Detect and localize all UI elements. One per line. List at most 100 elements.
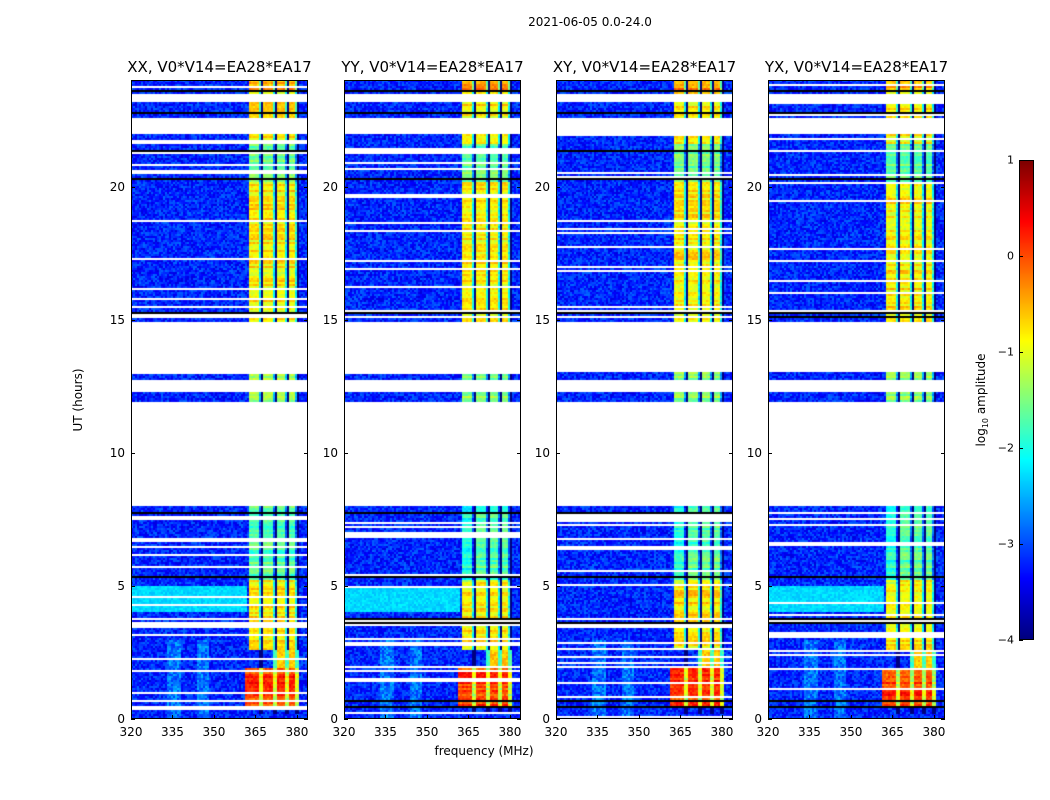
y-tick-mark [304,186,308,188]
y-tick-label: 10 [746,445,762,460]
spectrogram-panel: YY, V0*V14=EA28*EA17 0 5 10 15 20 320 335 350 365… [323,58,524,739]
x-tick-label: 380 [710,725,734,739]
colorbar-label: log10 amplitude [973,353,991,447]
y-tick-mark [344,319,348,321]
y-tick-label: 5 [330,578,338,593]
y-tick-mark [131,719,135,720]
y-tick-mark [517,719,521,720]
x-tick-mark [213,715,215,719]
y-tick-mark [344,186,348,188]
x-tick-mark [556,715,557,719]
y-tick-label: 15 [746,312,762,327]
x-tick-label: 365 [244,725,267,739]
y-tick-label: 15 [322,312,338,327]
heatmap-image [556,80,733,719]
panel-title: YX, V0*V14=EA28*EA17 [764,58,949,76]
y-tick-mark [344,585,348,587]
y-tick-label: 10 [109,445,125,460]
panel-title: XY, V0*V14=EA28*EA17 [552,58,737,76]
x-tick-mark [426,715,428,719]
y-tick-label: 0 [542,712,550,726]
x-tick-label: 335 [586,725,609,739]
y-tick-mark [131,186,135,188]
x-tick-mark [344,715,345,719]
y-tick-mark [729,319,733,321]
y-tick-mark [768,319,772,321]
x-tick-label: 320 [756,725,780,739]
spectrogram-panel: YX, V0*V14=EA28*EA17 0 5 10 15 20 320 335 350 365… [747,58,948,739]
x-tick-label: 335 [798,725,821,739]
colorbar [1019,160,1034,640]
x-tick-label: 380 [285,725,309,739]
y-tick-mark [131,452,135,454]
x-tick-label: 365 [669,725,692,739]
x-tick-label: 350 [202,725,226,739]
x-tick-mark [131,715,132,719]
y-tick-mark [556,186,560,188]
x-tick-label: 350 [839,725,863,739]
x-tick-label: 320 [119,725,143,739]
y-tick-label: 0 [754,712,762,726]
x-tick-label: 335 [161,725,184,739]
x-tick-mark [509,715,511,719]
colorbar-tick-label: 1 [1007,153,1014,167]
y-tick-mark [941,452,945,454]
y-tick-label: 20 [534,179,550,194]
x-tick-label: 320 [332,725,356,739]
x-tick-mark [468,715,470,719]
y-tick-mark [768,585,772,587]
colorbar-tick-mark [1019,448,1023,449]
y-tick-mark [556,719,560,720]
colorbar-tick-label: −1 [997,345,1014,359]
x-tick-mark [850,715,852,719]
x-tick-mark [296,715,298,719]
colorbar-tick-mark [1019,160,1023,161]
y-tick-label: 5 [754,578,762,593]
y-tick-label: 20 [746,179,762,194]
x-tick-mark [892,715,894,719]
x-axis-label: frequency (MHz) [434,744,534,758]
y-tick-label: 20 [322,179,338,194]
y-tick-mark [729,452,733,454]
y-tick-mark [304,719,308,720]
x-tick-label: 380 [922,725,946,739]
y-tick-mark [304,585,308,587]
y-tick-mark [131,585,135,587]
x-tick-label: 320 [544,725,568,739]
y-tick-label: 10 [322,445,338,460]
colorbar-tick-label: −3 [997,537,1014,551]
panel-title: XX, V0*V14=EA28*EA17 [127,58,312,76]
colorbar-tick-label: −4 [997,633,1014,647]
x-tick-label: 335 [374,725,397,739]
x-tick-mark [172,715,174,719]
y-tick-label: 10 [534,445,550,460]
y-tick-mark [941,719,945,720]
x-tick-label: 350 [415,725,439,739]
x-tick-mark [385,715,387,719]
y-tick-mark [768,719,772,720]
x-tick-label: 380 [498,725,522,739]
y-tick-mark [768,452,772,454]
y-tick-label: 5 [542,578,550,593]
colorbar-tick-mark [1019,256,1023,257]
colorbar-tick-mark [1019,544,1023,545]
y-tick-mark [517,186,521,188]
y-tick-mark [729,186,733,188]
y-tick-mark [941,585,945,587]
colorbar-tick-label: 0 [1007,249,1014,263]
y-tick-label: 0 [330,712,338,726]
spectrogram-panel: XY, V0*V14=EA28*EA17 0 5 10 15 20 320 335 350 365… [535,58,736,739]
y-tick-mark [768,186,772,188]
y-tick-mark [344,719,348,720]
heatmap-image [344,80,521,719]
x-tick-mark [721,715,723,719]
y-tick-label: 15 [534,312,550,327]
y-tick-label: 20 [109,179,125,194]
y-tick-mark [556,452,560,454]
x-tick-mark [768,715,769,719]
y-tick-mark [941,319,945,321]
figure-title: 2021-06-05 0.0-24.0 [528,15,652,29]
colorbar-tick-mark [1019,640,1023,641]
x-tick-mark [809,715,811,719]
